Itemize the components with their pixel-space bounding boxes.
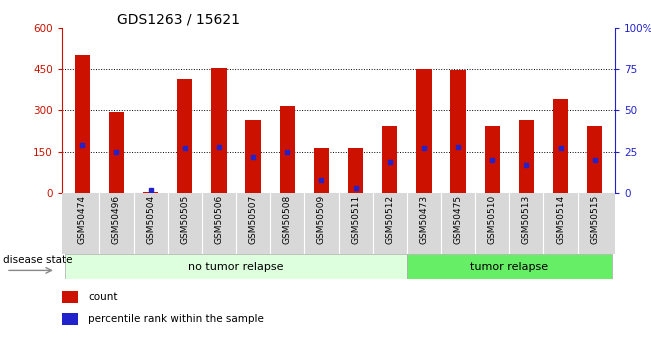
Bar — [416, 69, 432, 193]
Text: GSM50508: GSM50508 — [283, 195, 292, 244]
Text: tumor relapse: tumor relapse — [470, 262, 548, 272]
Text: disease state: disease state — [3, 255, 73, 265]
Text: GSM50496: GSM50496 — [112, 195, 121, 244]
Bar — [109, 112, 124, 193]
Bar — [407, 254, 612, 279]
Bar — [314, 148, 329, 193]
Text: GSM50509: GSM50509 — [317, 195, 326, 244]
Text: GSM50515: GSM50515 — [590, 195, 599, 244]
Text: GSM50512: GSM50512 — [385, 195, 395, 244]
Bar — [62, 291, 78, 303]
Text: count: count — [89, 292, 118, 302]
Text: GSM50514: GSM50514 — [556, 195, 565, 244]
Text: GSM50513: GSM50513 — [522, 195, 531, 244]
Bar — [587, 126, 602, 193]
Text: GSM50504: GSM50504 — [146, 195, 155, 244]
Bar — [65, 254, 407, 279]
Bar — [279, 106, 295, 193]
Text: GSM50511: GSM50511 — [351, 195, 360, 244]
Bar — [212, 68, 227, 193]
Text: GSM50510: GSM50510 — [488, 195, 497, 244]
Text: GSM50475: GSM50475 — [454, 195, 463, 244]
Bar — [245, 120, 261, 193]
Text: GSM50507: GSM50507 — [249, 195, 258, 244]
Bar — [177, 79, 193, 193]
Text: percentile rank within the sample: percentile rank within the sample — [89, 314, 264, 324]
Bar — [484, 126, 500, 193]
Text: GDS1263 / 15621: GDS1263 / 15621 — [117, 12, 240, 27]
Bar — [75, 55, 90, 193]
Bar — [553, 99, 568, 193]
Bar — [348, 148, 363, 193]
Text: GSM50473: GSM50473 — [419, 195, 428, 244]
Text: GSM50506: GSM50506 — [214, 195, 223, 244]
Text: GSM50474: GSM50474 — [78, 195, 87, 244]
Text: GSM50505: GSM50505 — [180, 195, 189, 244]
Bar — [450, 70, 465, 193]
Bar — [62, 313, 78, 325]
Text: no tumor relapse: no tumor relapse — [188, 262, 284, 272]
Bar — [519, 120, 534, 193]
Bar — [382, 126, 398, 193]
